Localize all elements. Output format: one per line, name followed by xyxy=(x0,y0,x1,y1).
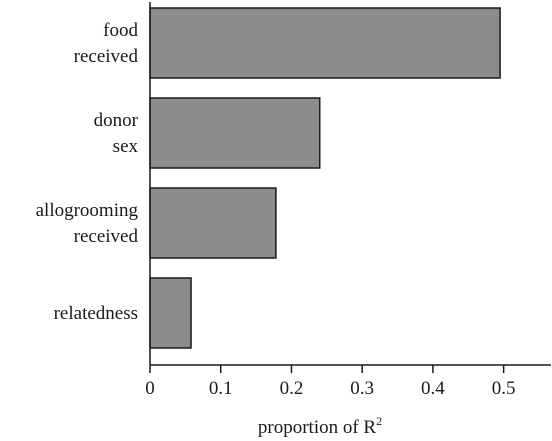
x-tick-label-2: 0.2 xyxy=(280,378,304,399)
category-label-0-1: received xyxy=(74,46,139,67)
category-label-0-0: food xyxy=(103,20,138,41)
bar-2 xyxy=(149,187,277,259)
x-tick-label-4: 0.4 xyxy=(421,378,445,399)
x-axis-title: proportion of R2 xyxy=(258,414,382,438)
category-label-3-0: relatedness xyxy=(54,303,138,324)
category-label-2-0: allogrooming xyxy=(36,200,139,221)
x-tick-label-1: 0.1 xyxy=(209,378,233,399)
category-label-1-0: donor xyxy=(94,110,139,131)
x-axis-title-superscript: 2 xyxy=(376,414,382,428)
bars-group xyxy=(149,7,501,349)
x-tick-label-3: 0.3 xyxy=(350,378,374,399)
x-tick-label-0: 0 xyxy=(145,378,155,399)
bar-3 xyxy=(149,277,192,349)
category-labels: food received donor sex allogrooming received… xyxy=(36,20,139,324)
bar-1 xyxy=(149,97,321,169)
x-tick-label-5: 0.5 xyxy=(492,378,516,399)
bar-0 xyxy=(149,7,501,79)
category-label-2-1: received xyxy=(74,226,139,247)
x-axis-title-text: proportion of R xyxy=(258,417,377,438)
category-label-1-1: sex xyxy=(113,136,139,157)
x-ticks: 0 0.1 0.2 0.3 0.4 0.5 xyxy=(145,365,516,399)
